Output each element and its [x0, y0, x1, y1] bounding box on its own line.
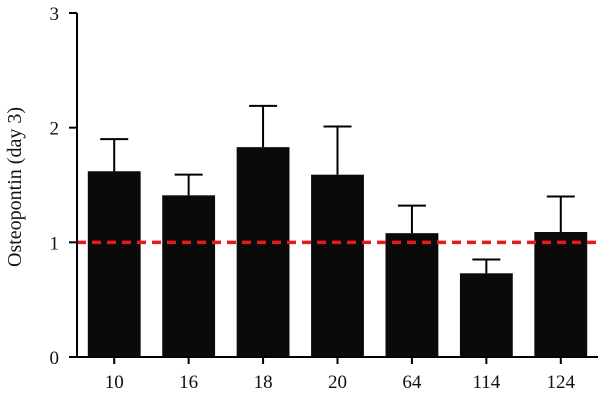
y-axis-title: Osteopontin (day 3) [4, 107, 26, 267]
y-tick-label-2: 2 [50, 119, 60, 140]
x-tick-label-124: 124 [547, 372, 576, 393]
x-tick-label-10: 10 [105, 372, 124, 393]
x-tick-label-64: 64 [402, 372, 422, 393]
bar-124 [534, 232, 588, 357]
labels-layer: Osteopontin (day 3) 10 16 18 20 64 114 124 0 1 2 3 [4, 4, 576, 393]
bar-20 [311, 174, 364, 357]
bar-64 [385, 233, 439, 357]
y-tick-label-0: 0 [50, 348, 60, 369]
y-tick-label-1: 1 [50, 233, 60, 254]
bar-16 [162, 195, 216, 357]
x-tick-label-20: 20 [328, 372, 347, 393]
y-tick-label-3: 3 [50, 4, 60, 25]
axes-layer [69, 12, 598, 364]
bar-10 [87, 171, 141, 357]
bar-18 [236, 147, 290, 357]
x-tick-label-16: 16 [179, 372, 198, 393]
x-tick-label-18: 18 [254, 372, 273, 393]
bar-114 [459, 273, 513, 357]
error-bars-layer [100, 104, 575, 274]
bars-layer [87, 147, 588, 357]
x-tick-label-114: 114 [472, 372, 500, 393]
